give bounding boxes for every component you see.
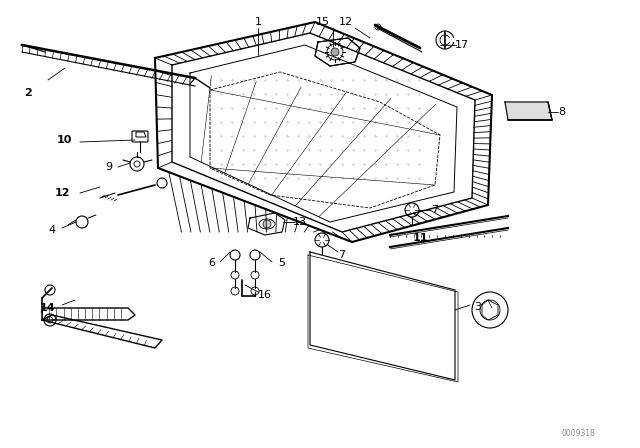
Text: 8: 8 <box>559 107 566 117</box>
Circle shape <box>327 44 343 60</box>
Text: 16: 16 <box>258 290 272 300</box>
Text: 13: 13 <box>293 217 307 227</box>
Polygon shape <box>42 308 135 320</box>
Ellipse shape <box>259 219 275 229</box>
Polygon shape <box>315 38 360 66</box>
Circle shape <box>480 300 500 320</box>
Text: 11: 11 <box>412 233 428 243</box>
Circle shape <box>250 250 260 260</box>
Circle shape <box>436 31 454 49</box>
Circle shape <box>44 314 56 326</box>
Polygon shape <box>136 132 146 137</box>
Text: 4: 4 <box>49 225 56 235</box>
Circle shape <box>440 35 450 45</box>
Circle shape <box>45 285 55 295</box>
Text: 12: 12 <box>339 17 353 27</box>
Circle shape <box>231 271 239 279</box>
Circle shape <box>251 287 259 295</box>
Text: 2: 2 <box>24 88 32 98</box>
Text: 14: 14 <box>40 303 55 313</box>
Text: 12: 12 <box>54 188 70 198</box>
Text: 1: 1 <box>255 17 262 27</box>
Circle shape <box>157 178 167 188</box>
Circle shape <box>130 157 144 171</box>
Text: 5: 5 <box>278 258 285 268</box>
Text: 9: 9 <box>105 162 112 172</box>
Circle shape <box>230 250 240 260</box>
Circle shape <box>315 233 329 247</box>
Text: 7: 7 <box>431 205 438 215</box>
Circle shape <box>375 24 381 30</box>
Polygon shape <box>248 213 285 235</box>
Circle shape <box>76 216 88 228</box>
Circle shape <box>231 287 239 295</box>
Text: 6: 6 <box>208 258 215 268</box>
Circle shape <box>251 271 259 279</box>
Circle shape <box>405 203 419 217</box>
Text: 15: 15 <box>316 17 330 27</box>
Text: 3: 3 <box>474 302 481 312</box>
Circle shape <box>472 292 508 328</box>
Text: 17: 17 <box>455 40 469 50</box>
Text: 10: 10 <box>56 135 72 145</box>
Text: 7: 7 <box>339 250 346 260</box>
Circle shape <box>134 161 140 167</box>
Polygon shape <box>42 315 162 348</box>
Circle shape <box>47 317 53 323</box>
Text: 0009318: 0009318 <box>561 429 595 438</box>
Circle shape <box>331 48 339 56</box>
FancyBboxPatch shape <box>132 131 148 142</box>
Polygon shape <box>505 102 552 120</box>
Circle shape <box>263 220 271 228</box>
